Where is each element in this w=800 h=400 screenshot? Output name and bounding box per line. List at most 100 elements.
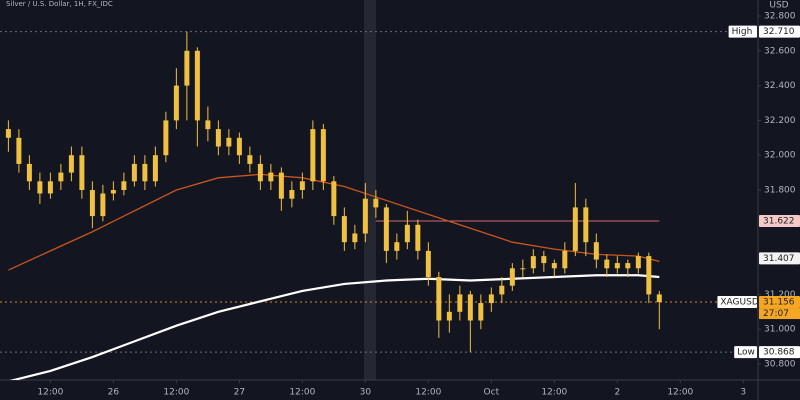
candle-body [289,190,295,199]
price-tag-name: XAGUSD [720,298,758,308]
session-break [364,0,376,380]
candle-body [26,163,32,182]
candle-body [5,129,11,138]
y-tick-label: 31.000 [764,325,796,335]
candle-body [509,268,515,286]
candle-body [121,181,127,190]
y-tick-label: 32.200 [764,116,796,126]
moving-average-line [8,173,660,271]
candle-body [656,294,662,303]
chart-title: Silver / U.S. Dollar, 1H, FX_IDC [6,0,113,8]
candle-body [173,85,179,121]
x-tick-label: 12:00 [163,388,189,398]
candle-body [383,207,389,251]
candle-body [425,250,431,277]
candle-body [257,163,263,182]
x-tick-label: 26 [108,388,120,398]
x-tick-label: 12:00 [415,388,441,398]
candle-body [530,256,536,269]
y-tick-label: 32.400 [764,81,796,91]
candle-body [499,285,505,295]
price-tag [759,214,800,227]
candle-body [226,137,232,147]
x-tick-label: 12:00 [289,388,315,398]
price-tag [759,346,800,359]
candle-body [415,224,421,251]
candle-body [562,250,568,269]
candle-body [152,155,158,182]
candle-body [268,172,274,182]
candle-body [352,233,358,243]
candle-body [614,263,620,269]
candle-body [47,181,53,194]
candle-body [478,303,484,321]
candle-body [625,263,631,269]
candle-body [100,193,106,217]
y-tick-label: 32.600 [764,46,796,56]
candle-body [79,155,85,190]
candle-body [604,259,610,269]
price-tag-name-box [717,296,757,309]
candle-body [583,207,589,243]
y-tick-label: 31.200 [764,290,796,300]
candle-body [215,129,221,147]
price-tag-name-box [728,25,757,38]
candle-body [110,190,116,194]
price-tag-value: 31.156 [763,298,795,308]
x-tick-label: 3 [740,388,746,398]
candle-body [142,163,148,182]
y-tick-label: 32.000 [764,151,796,161]
candle-body [194,50,200,121]
price-tag [759,25,800,38]
x-tick-label: 12:00 [37,388,63,398]
price-tag-value: 30.868 [763,348,795,358]
x-tick-label: 27 [234,388,245,398]
price-tag-value: 31.407 [763,254,795,264]
candle-body [394,242,400,251]
candle-body [467,294,473,321]
candle-body [488,294,494,304]
candle-body [68,155,74,173]
candle-body [58,172,64,182]
candle-body [551,263,557,269]
candle-body [373,198,379,208]
price-tag-sub-box [759,308,800,320]
price-tag-value: 32.710 [763,27,795,37]
x-tick-label: 2 [614,388,620,398]
price-tag-name: Low [737,348,755,358]
y-tick-label: 32.800 [764,12,796,22]
candle-body [184,50,190,86]
x-tick-label: Oct [484,388,500,398]
price-tag-name: High [732,27,753,37]
candle-body [310,129,316,182]
candle-body [457,294,463,312]
candle-body [635,256,641,269]
candle-body [436,276,442,321]
price-tag-value: 31.622 [763,216,795,226]
currency-label: USD [769,1,788,11]
moving-average-line [9,274,660,380]
x-tick-label: 12:00 [541,388,567,398]
y-tick-label: 31.800 [764,186,796,196]
candle-body [299,181,305,190]
x-tick-label: 12:00 [667,388,693,398]
candle-body [446,311,452,321]
candle-body [520,268,526,270]
candle-body [404,224,410,243]
candle-body [331,181,337,217]
candle-body [320,129,326,182]
candle-body [89,190,95,217]
candle-body [572,207,578,251]
y-tick-label: 30.800 [764,359,796,369]
candle-body [341,216,347,243]
candle-body [16,137,22,164]
price-tag-name-box [734,346,757,359]
candle-body [541,256,547,264]
candle-body [362,198,368,234]
candle-body [37,181,43,194]
x-tick-label: 30 [360,388,372,398]
candle-body [278,172,284,199]
price-tag-sub: 27:07 [763,309,789,319]
